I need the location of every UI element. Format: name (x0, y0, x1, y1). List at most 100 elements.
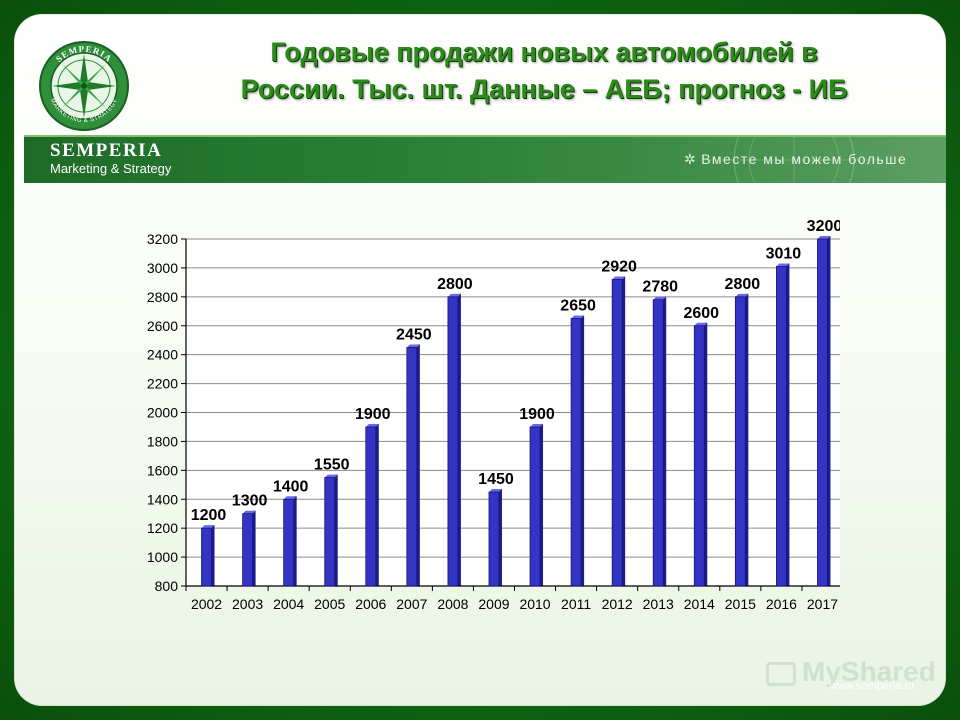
sales-chart: 800 1000 1200 1400 1600 1800 2000 2200 2400 2600 2… (100, 204, 844, 616)
y-tick-label: 2400 (147, 347, 178, 363)
bar-top (242, 510, 256, 514)
bar-value-label: 1400 (273, 478, 309, 495)
x-tick-label: 2006 (355, 596, 386, 612)
x-tick-label: 2002 (191, 596, 222, 612)
bar-side (416, 344, 420, 586)
banner-tagline: ✲ Вместе мы можем больше (684, 151, 907, 168)
bar (734, 296, 746, 587)
bar (365, 426, 377, 587)
x-tick-label: 2017 (807, 596, 838, 612)
bar-top (612, 276, 626, 280)
bar-top (694, 322, 708, 326)
sales-bar-chart: 800 1000 1200 1400 1600 1800 2000 2200 2400 2600 2… (147, 218, 844, 612)
x-tick-label: 2004 (273, 596, 304, 612)
semperia-logo: SEMPERIA MARKETING & STRATEGY (39, 41, 129, 131)
bar-side (375, 423, 379, 586)
bar-value-label: 1200 (191, 507, 227, 524)
bar-side (622, 276, 626, 586)
bar-top (324, 474, 338, 478)
x-tick-label: 2005 (314, 596, 345, 612)
banner-tagline-text: Вместе мы можем больше (701, 151, 908, 167)
y-tick-label: 3200 (147, 231, 178, 247)
x-tick-label: 2015 (725, 596, 756, 612)
y-tick-label: 800 (155, 578, 179, 594)
y-tick-label: 2600 (147, 318, 178, 334)
slide: SEMPERIA MARKETING & STRATEGY Годовые пр… (14, 14, 946, 706)
bar-value-label: 2450 (396, 326, 432, 343)
bar-top (735, 293, 749, 297)
bar-top (571, 315, 585, 319)
bar (488, 491, 500, 587)
bar-value-label: 2800 (725, 276, 761, 293)
banner-brand: SEMPERIA Marketing & Strategy (50, 140, 172, 177)
x-tick-label: 2011 (561, 596, 591, 612)
bar (611, 279, 623, 587)
page-title: Годовые продажи новых автомобилей в Росс… (174, 34, 914, 108)
bar-side (745, 293, 749, 586)
bar-top (447, 293, 461, 297)
bar-side (252, 510, 256, 586)
bar-value-label: 2800 (437, 276, 473, 293)
y-tick-label: 1600 (147, 462, 178, 478)
bar-top (776, 263, 790, 267)
y-tick-label: 1400 (147, 491, 178, 507)
bar-value-label: 2650 (560, 298, 596, 315)
bar-top (201, 525, 215, 529)
bar-side (540, 423, 544, 586)
compass-star-icon (52, 54, 116, 118)
x-tick-label: 2013 (643, 596, 674, 612)
monitor-icon (766, 661, 796, 686)
bar-side (581, 315, 585, 586)
bar (529, 426, 541, 587)
title-line-1: Годовые продажи новых автомобилей в (270, 37, 818, 67)
bar (570, 318, 582, 587)
bar-top (406, 344, 420, 348)
title-line-2: России. Тыс. шт. Данные – АЕБ; прогноз -… (240, 74, 848, 104)
y-tick-label: 2200 (147, 376, 178, 392)
banner-brand-name: SEMPERIA (50, 140, 163, 161)
y-tick-label: 2000 (147, 405, 178, 421)
bar (652, 299, 664, 587)
x-tick-label: 2007 (396, 596, 427, 612)
bar-value-label: 2780 (642, 279, 678, 296)
bar-value-label: 1900 (519, 406, 555, 423)
bar (406, 347, 418, 587)
y-tick-label: 1000 (147, 549, 178, 565)
bar-side (334, 474, 338, 586)
bar-top (653, 296, 667, 300)
bar-side (827, 236, 831, 586)
bar (776, 266, 787, 587)
bar-side (293, 496, 297, 586)
y-tick-label: 3000 (147, 260, 178, 276)
bar (447, 296, 459, 587)
banner-brand-subtitle: Marketing & Strategy (50, 161, 172, 176)
bar-top (365, 423, 379, 427)
bar-top (283, 496, 297, 500)
bar-top (530, 423, 544, 427)
bar-value-label: 1900 (355, 406, 391, 423)
banner-ornament (704, 137, 884, 183)
bar-top (488, 489, 502, 493)
bar-value-label: 2920 (601, 258, 637, 275)
bar-value-label: 1550 (314, 457, 350, 474)
bar-value-label: 3010 (766, 245, 802, 262)
bar (817, 238, 828, 587)
x-tick-label: 2003 (232, 596, 263, 612)
bar-side (457, 293, 461, 586)
brand-banner: SEMPERIA Marketing & Strategy ✲ Вместе мы… (24, 135, 946, 183)
bar (283, 498, 295, 587)
bar (693, 325, 705, 587)
bar (201, 527, 212, 587)
x-tick-label: 2014 (684, 596, 715, 612)
bar (324, 477, 336, 587)
bar-side (498, 489, 502, 586)
bar-side (786, 263, 790, 586)
x-tick-label: 2008 (437, 596, 468, 612)
bar-top (817, 236, 831, 239)
bar-side (704, 322, 708, 586)
myshared-watermark: MyShared (766, 656, 936, 688)
star-icon: ✲ (684, 151, 698, 167)
y-tick-label: 1800 (147, 433, 178, 449)
x-tick-label: 2010 (519, 596, 550, 612)
